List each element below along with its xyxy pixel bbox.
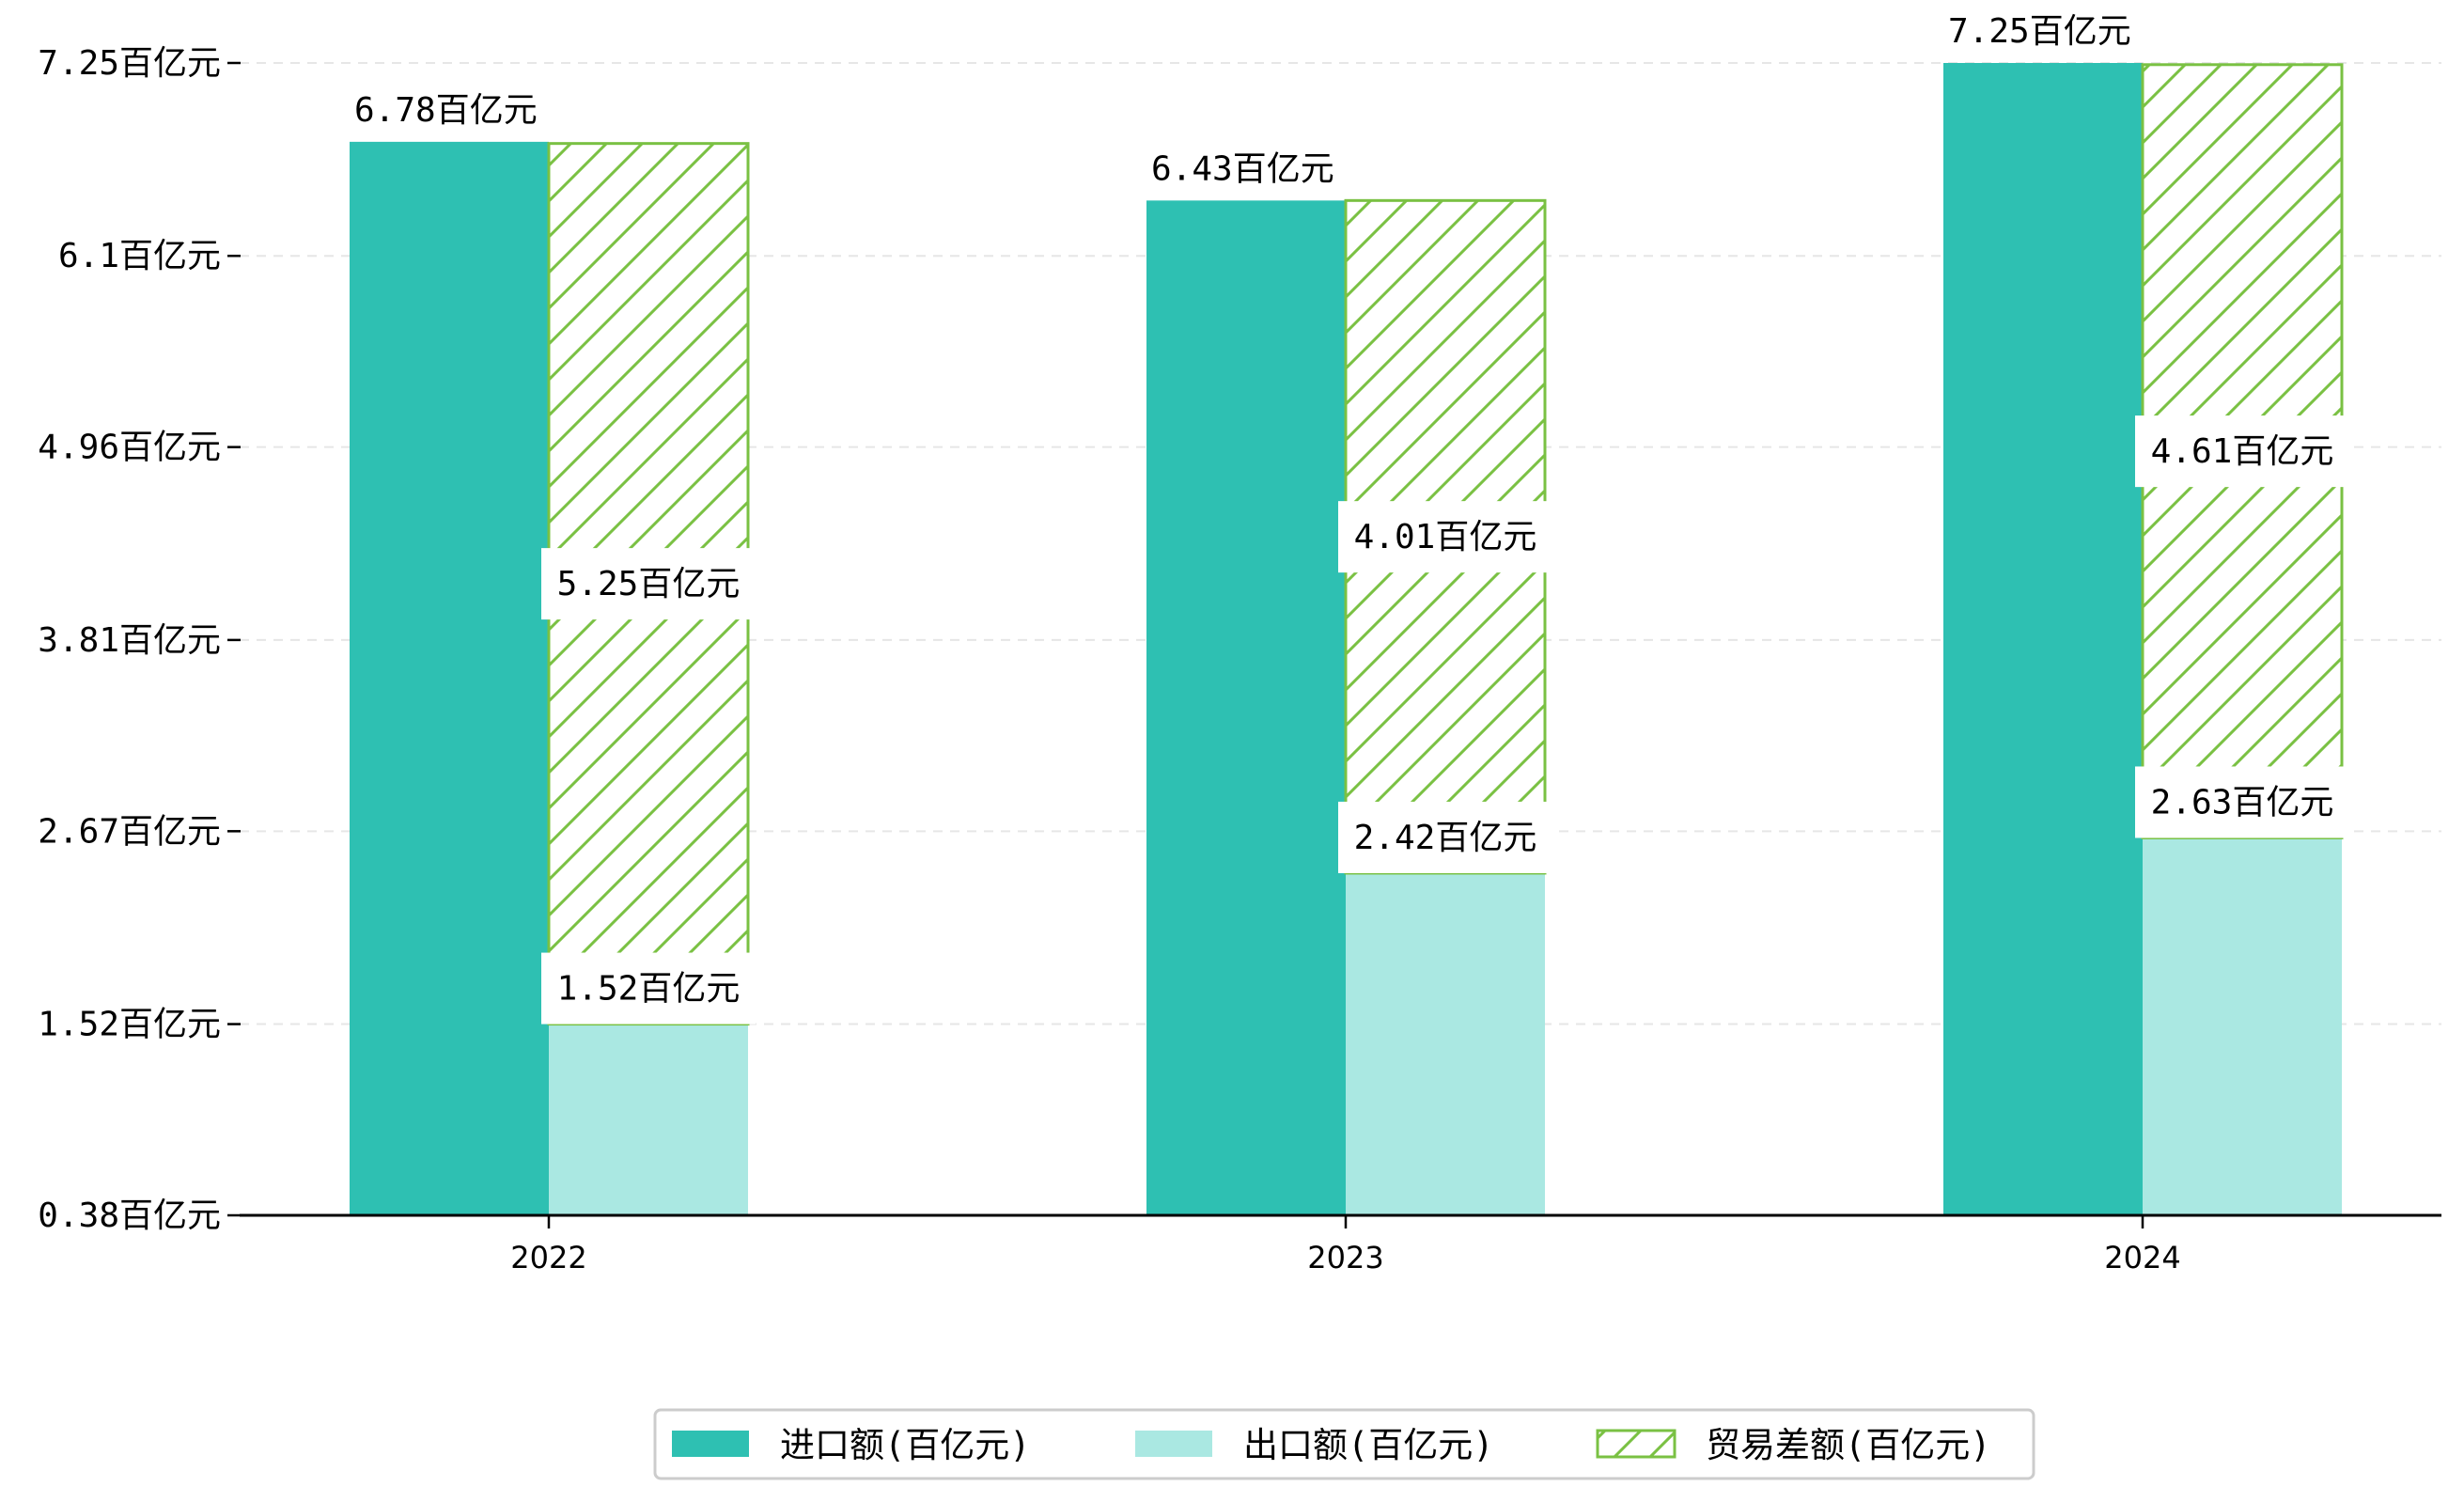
data-label-import-2024: 7.25百亿元 [1948, 12, 2131, 51]
data-label-import-2022: 6.78百亿元 [354, 91, 538, 130]
x-axis: 2022 2023 2024 [240, 1213, 2441, 1275]
legend-item-2[interactable]: 出口额(百亿元) [1135, 1425, 1494, 1465]
data-labels: 6.78百亿元 1.52百亿元 5.25百亿元 6.43百亿元 2.42百亿元 4.01百… [354, 12, 2349, 1025]
y-tick-label: 1.52百亿元 [38, 1006, 221, 1044]
legend-item-3[interactable]: 贸易差额(百亿元) [1596, 1425, 1991, 1465]
data-label-export-2024: 2.63百亿元 [2151, 783, 2334, 821]
legend-label: 进口额(百亿元) [780, 1425, 1031, 1465]
legend-label: 贸易差额(百亿元) [1706, 1425, 1991, 1465]
data-label-balance-2022-box [541, 548, 756, 620]
data-label-export-2023: 2.42百亿元 [1354, 819, 1537, 857]
data-label-export-2023-box [1338, 801, 1552, 873]
bar-export-2023 [1346, 872, 1545, 1215]
bar-import-2024 [1943, 63, 2143, 1215]
data-label-balance-2024-box [2135, 415, 2349, 488]
data-label-balance-2022: 5.25百亿元 [557, 565, 741, 603]
y-tick-label: 0.38百亿元 [38, 1197, 221, 1235]
x-tick-label: 2024 [2104, 1240, 2180, 1275]
bar-import-2023 [1146, 200, 1346, 1215]
data-label-export-2022-box [541, 952, 756, 1025]
data-label-balance-2024: 4.61百亿元 [2151, 432, 2334, 471]
bar-export-2022 [549, 1024, 748, 1215]
y-tick-label: 3.81百亿元 [38, 621, 221, 660]
legend-swatch [672, 1431, 749, 1457]
legend-swatch [1135, 1431, 1212, 1457]
y-axis: 0.38百亿元 1.52百亿元 2.67百亿元 3.81百亿元 4.96百亿元 6.1百亿… [38, 44, 241, 1235]
data-label-balance-2023: 4.01百亿元 [1354, 518, 1537, 556]
data-label-import-2023: 6.43百亿元 [1151, 149, 1334, 188]
x-tick-label: 2022 [510, 1240, 586, 1275]
bar-import-2022 [350, 141, 549, 1216]
y-tick-label: 4.96百亿元 [38, 429, 221, 467]
data-label-export-2024-box [2135, 766, 2349, 838]
y-tick-label: 7.25百亿元 [38, 44, 221, 83]
bars [350, 63, 2344, 1216]
legend-frame [653, 1408, 2035, 1480]
y-tick-label: 6.1百亿元 [58, 237, 221, 275]
data-label-balance-2023-box [1338, 501, 1552, 573]
data-label-export-2022: 1.52百亿元 [557, 970, 741, 1009]
y-tick-label: 2.67百亿元 [38, 812, 221, 851]
legend[interactable]: 进口额(百亿元) 出口额(百亿元) 贸易差额(百亿元) [653, 1408, 2035, 1480]
legend-swatch [1596, 1429, 1676, 1459]
bar-export-2024 [2143, 837, 2342, 1215]
legend-label: 出口额(百亿元) [1243, 1425, 1494, 1465]
legend-item-1[interactable]: 进口额(百亿元) [672, 1425, 1031, 1465]
x-tick-label: 2023 [1307, 1240, 1383, 1275]
